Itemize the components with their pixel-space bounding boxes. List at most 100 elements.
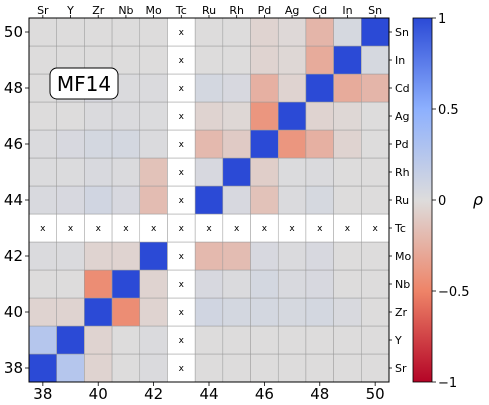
heatmap-cell-y-rh (222, 325, 251, 355)
missing-marker: x (179, 56, 185, 66)
missing-marker: x (179, 364, 185, 374)
heatmap-cell-y-sr (28, 325, 57, 355)
right-tick-sn: Sn (395, 26, 409, 39)
heatmap-cell-nb-mo (139, 269, 168, 299)
heatmap-cell-rh-sn (361, 157, 390, 187)
heatmap-cell-zr-ag (277, 297, 307, 327)
heatmap-cell-zr-sn (361, 297, 390, 327)
bottom-tick-40: 40 (89, 385, 108, 403)
heatmap-cell-in-cd (305, 45, 334, 75)
heatmap-cell-in-ru (194, 45, 224, 75)
heatmap-cell-sn-pd (250, 17, 279, 47)
right-tick-zr: Zr (395, 306, 408, 319)
heatmap-cell-nb-sr (28, 269, 57, 299)
heatmap-cell-y-in (333, 325, 362, 355)
label-box-text: MF14 (57, 72, 111, 96)
left-tick-44: 44 (4, 191, 23, 209)
heatmap-cell-sn-mo (139, 17, 168, 47)
heatmap-cell-sr-tc (167, 353, 196, 383)
colorbar-gradient (412, 17, 433, 383)
heatmap-cell-rh-zr (84, 157, 113, 187)
heatmap-cell-sn-nb (111, 17, 141, 47)
colorbar-tick-label: 0.5 (438, 103, 459, 118)
heatmap-cell-pd-in (333, 129, 362, 159)
heatmap-cell-mo-rh (222, 241, 251, 271)
heatmap-cell-mo-nb (111, 241, 141, 271)
heatmap-cell-rh-pd (250, 157, 279, 187)
heatmap-cell-sr-sn (361, 353, 390, 383)
heatmap-cell-mo-pd (250, 241, 279, 271)
heatmap-cell-pd-pd (250, 129, 279, 159)
heatmap-cell-cd-sn (361, 73, 390, 103)
heatmap-cell-ag-ru (194, 101, 224, 131)
missing-marker: x (123, 224, 129, 234)
heatmap-cell-ru-ag (277, 185, 307, 215)
top-tick-zr: Zr (92, 4, 105, 17)
heatmap-cell-tc-rh (222, 213, 251, 243)
heatmap-cell-rh-ru (194, 157, 224, 187)
heatmap-cell-ru-rh (222, 185, 251, 215)
heatmap-cell-y-tc (167, 325, 196, 355)
heatmap-cell-in-pd (250, 45, 279, 75)
heatmap-cell-sn-cd (305, 17, 334, 47)
heatmap-cell-mo-ag (277, 241, 307, 271)
heatmap-cell-ag-ag (277, 101, 307, 131)
heatmap-cell-sr-rh (222, 353, 251, 383)
heatmap-cell-sr-mo (139, 353, 168, 383)
heatmap-cell-in-sn (361, 45, 390, 75)
colorbar-ticks: 1 0.5 0 −0.5 −1 (432, 12, 470, 391)
bottom-tick-42: 42 (144, 385, 163, 403)
heatmap-cell-nb-pd (250, 269, 279, 299)
heatmap-cell-ag-y (56, 101, 85, 131)
right-tick-sr: Sr (395, 362, 407, 375)
heatmap-cell-sn-zr (84, 17, 113, 47)
heatmap-cell-mo-y (56, 241, 85, 271)
bottom-tick-50: 50 (366, 385, 385, 403)
heatmap-cell-ru-ru (194, 185, 224, 215)
top-tick-nb: Nb (118, 4, 133, 17)
heatmap-cell-sr-ag (277, 353, 307, 383)
top-tick-y: Y (66, 4, 74, 17)
heatmap-cell-nb-ag (277, 269, 307, 299)
heatmap-cell-ag-sn (361, 101, 390, 131)
heatmap-cell-nb-y (56, 269, 85, 299)
missing-marker: x (179, 336, 185, 346)
top-element-ticks: Sr Y Zr Nb Mo Tc Ru Rh Pd Ag Cd In Sn (37, 4, 382, 18)
heatmap-cell-zr-nb (111, 297, 141, 327)
right-tick-cd: Cd (395, 82, 410, 95)
top-tick-in: In (342, 4, 352, 17)
heatmap-cell-mo-zr (84, 241, 113, 271)
heatmap-cell-in-mo (139, 45, 168, 75)
heatmap-cell-cd-pd (250, 73, 279, 103)
heatmap-cell-nb-ru (194, 269, 224, 299)
missing-marker: x (179, 252, 185, 262)
heatmap-cell-ru-pd (250, 185, 279, 215)
heatmap-cell-mo-cd (305, 241, 334, 271)
heatmap-cell-rh-rh (222, 157, 251, 187)
colorbar-label: ρ (473, 190, 483, 209)
left-tick-50: 50 (4, 23, 23, 41)
heatmap-cell-mo-in (333, 241, 362, 271)
right-tick-ru: Ru (395, 194, 409, 207)
heatmap-cell-mo-sn (361, 241, 390, 271)
heatmap-cell-sn-sr (28, 17, 57, 47)
colorbar-tick-label: 1 (438, 12, 446, 27)
heatmap-cell-rh-nb (111, 157, 141, 187)
missing-marker: x (179, 308, 185, 318)
heatmap-cell-zr-ru (194, 297, 224, 327)
right-tick-mo: Mo (395, 250, 411, 263)
colorbar-tick-label: −1 (438, 376, 457, 391)
missing-marker: x (179, 168, 185, 178)
heatmap-cell-tc-cd (305, 213, 334, 243)
heatmap-cell-rh-mo (139, 157, 168, 187)
bottom-tick-48: 48 (310, 385, 329, 403)
missing-marker: x (179, 84, 185, 94)
heatmap-cell-in-rh (222, 45, 251, 75)
heatmap-cell-y-nb (111, 325, 141, 355)
heatmap-cell-nb-rh (222, 269, 251, 299)
heatmap-cell-sr-zr (84, 353, 113, 383)
heatmap-cell-in-ag (277, 45, 307, 75)
heatmap-cell-cd-rh (222, 73, 251, 103)
top-tick-ru: Ru (202, 4, 216, 17)
missing-marker: x (68, 224, 74, 234)
